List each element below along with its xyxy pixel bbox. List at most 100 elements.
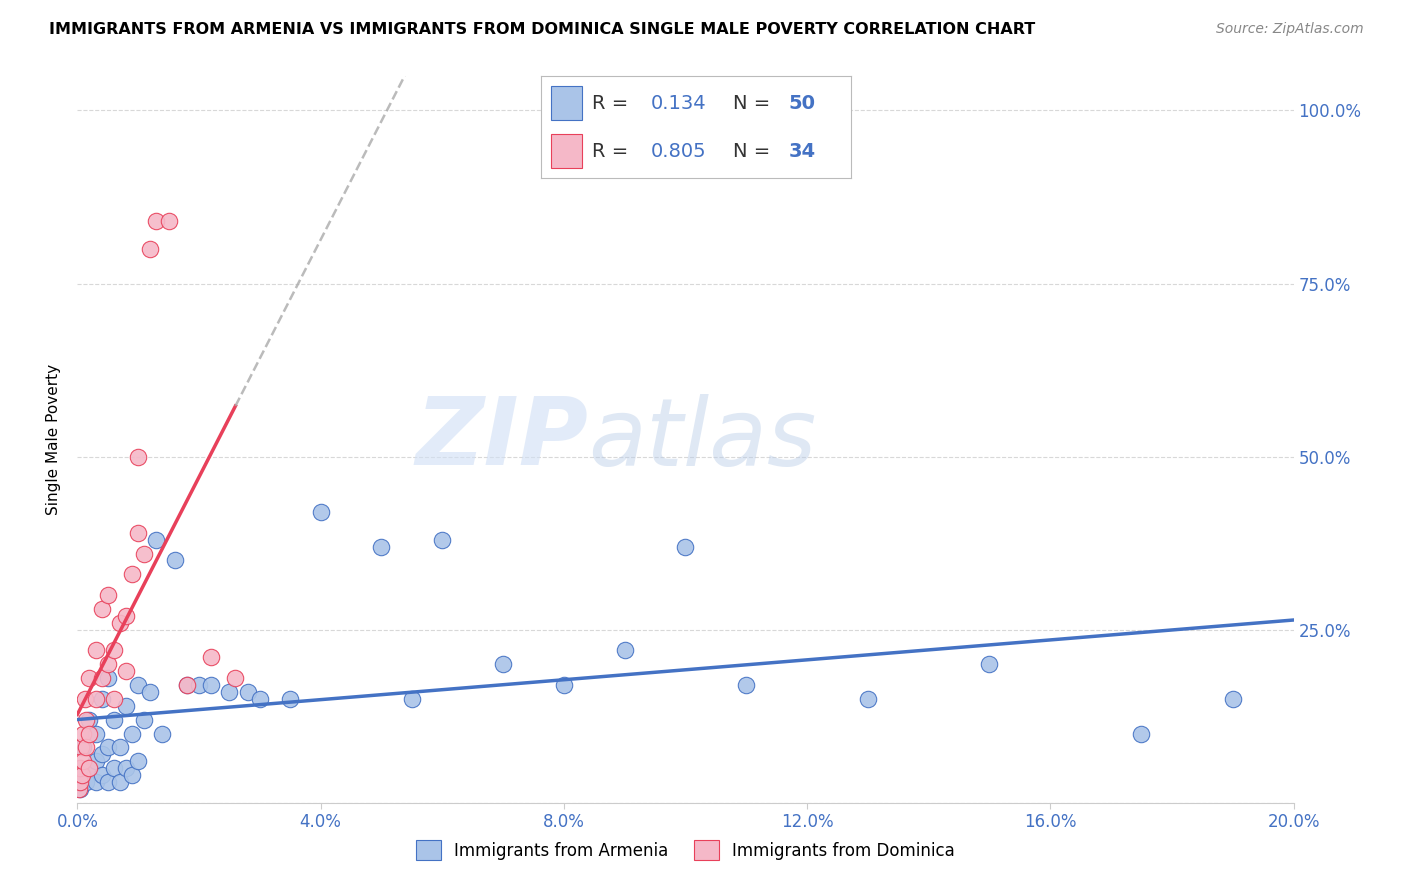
Point bbox=[79, 726, 101, 740]
Point bbox=[139, 685, 162, 699]
Text: Source: ZipAtlas.com: Source: ZipAtlas.com bbox=[1216, 22, 1364, 37]
Point bbox=[309, 505, 332, 519]
Point bbox=[90, 671, 112, 685]
Point bbox=[108, 740, 131, 755]
Point bbox=[200, 650, 222, 665]
Point bbox=[856, 692, 879, 706]
Point bbox=[72, 754, 94, 768]
Point bbox=[79, 761, 101, 775]
Point bbox=[97, 657, 120, 672]
Point bbox=[145, 214, 167, 228]
Point bbox=[90, 692, 112, 706]
Text: ZIP: ZIP bbox=[415, 393, 588, 485]
Point bbox=[84, 775, 107, 789]
Point bbox=[115, 698, 138, 713]
Point bbox=[163, 553, 186, 567]
Point bbox=[200, 678, 222, 692]
Point bbox=[103, 643, 125, 657]
Text: R =: R = bbox=[592, 142, 636, 161]
Point bbox=[115, 608, 138, 623]
Text: 0.134: 0.134 bbox=[651, 94, 707, 112]
Text: N =: N = bbox=[733, 142, 776, 161]
Legend: Immigrants from Armenia, Immigrants from Dominica: Immigrants from Armenia, Immigrants from… bbox=[409, 833, 962, 867]
Point bbox=[249, 692, 271, 706]
Point bbox=[115, 665, 138, 679]
Text: N =: N = bbox=[733, 94, 776, 112]
Y-axis label: Single Male Poverty: Single Male Poverty bbox=[46, 364, 62, 515]
Point bbox=[103, 692, 125, 706]
Point bbox=[69, 775, 91, 789]
Text: R =: R = bbox=[592, 94, 636, 112]
Point bbox=[218, 685, 240, 699]
Point bbox=[69, 761, 91, 775]
Point bbox=[90, 768, 112, 782]
Point bbox=[121, 768, 143, 782]
Point bbox=[79, 671, 101, 685]
Point bbox=[127, 450, 149, 464]
Text: 0.805: 0.805 bbox=[651, 142, 707, 161]
Point bbox=[72, 768, 94, 782]
Text: atlas: atlas bbox=[588, 393, 817, 485]
Point bbox=[67, 781, 90, 796]
Point bbox=[73, 692, 96, 706]
Point bbox=[75, 740, 97, 755]
Point bbox=[735, 678, 758, 692]
Point bbox=[97, 740, 120, 755]
Point bbox=[84, 643, 107, 657]
Point bbox=[176, 678, 198, 692]
Point bbox=[121, 726, 143, 740]
Point bbox=[127, 678, 149, 692]
Point bbox=[108, 615, 131, 630]
Point bbox=[90, 747, 112, 762]
Point bbox=[492, 657, 515, 672]
Point bbox=[139, 242, 162, 256]
Point bbox=[157, 214, 180, 228]
Point bbox=[84, 754, 107, 768]
Point bbox=[79, 713, 101, 727]
Point bbox=[675, 540, 697, 554]
Point bbox=[90, 602, 112, 616]
Point bbox=[127, 754, 149, 768]
Point bbox=[70, 740, 93, 755]
FancyBboxPatch shape bbox=[551, 135, 582, 168]
Point bbox=[70, 768, 93, 782]
Point bbox=[145, 533, 167, 547]
Point bbox=[84, 726, 107, 740]
Point bbox=[127, 525, 149, 540]
Point bbox=[69, 781, 91, 796]
Text: 34: 34 bbox=[789, 142, 815, 161]
Point bbox=[176, 678, 198, 692]
Point bbox=[613, 643, 636, 657]
Point bbox=[1222, 692, 1244, 706]
Point bbox=[84, 692, 107, 706]
Point bbox=[236, 685, 259, 699]
Point bbox=[97, 588, 120, 602]
Point bbox=[75, 713, 97, 727]
Point bbox=[152, 726, 174, 740]
Point bbox=[97, 775, 120, 789]
Text: IMMIGRANTS FROM ARMENIA VS IMMIGRANTS FROM DOMINICA SINGLE MALE POVERTY CORRELAT: IMMIGRANTS FROM ARMENIA VS IMMIGRANTS FR… bbox=[49, 22, 1035, 37]
Point bbox=[79, 761, 101, 775]
Point bbox=[430, 533, 453, 547]
Point bbox=[370, 540, 392, 554]
Point bbox=[108, 775, 131, 789]
Point bbox=[979, 657, 1001, 672]
Point bbox=[224, 671, 246, 685]
Point bbox=[103, 761, 125, 775]
Point bbox=[1130, 726, 1153, 740]
Point bbox=[134, 547, 156, 561]
Point bbox=[134, 713, 156, 727]
Text: 50: 50 bbox=[789, 94, 815, 112]
Point bbox=[121, 567, 143, 582]
Point bbox=[103, 713, 125, 727]
Point bbox=[72, 740, 94, 755]
Point bbox=[97, 671, 120, 685]
Point bbox=[72, 726, 94, 740]
Point bbox=[278, 692, 301, 706]
Point bbox=[188, 678, 211, 692]
Point bbox=[115, 761, 138, 775]
FancyBboxPatch shape bbox=[551, 87, 582, 120]
Point bbox=[553, 678, 575, 692]
Point bbox=[401, 692, 423, 706]
Point bbox=[75, 775, 97, 789]
